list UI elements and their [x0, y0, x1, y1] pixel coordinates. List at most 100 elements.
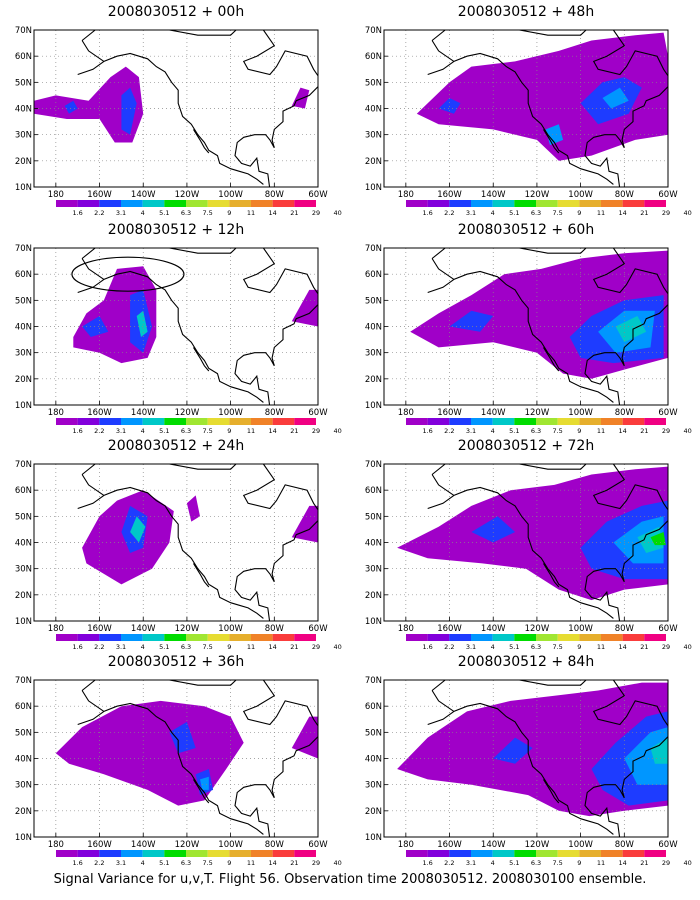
- colorbar-label: 4: [141, 643, 145, 651]
- colorbar-swatch: [164, 634, 186, 641]
- colorbar-label: 1.6: [72, 209, 82, 217]
- colorbar-swatch: [579, 634, 601, 641]
- colorbar-swatch: [557, 418, 580, 425]
- colorbar-label: 1.6: [72, 859, 82, 867]
- colorbar-swatch: [99, 634, 121, 641]
- colorbar-label: 4: [491, 427, 495, 435]
- coastline: [193, 563, 210, 588]
- colorbar-label: 6.3: [531, 859, 541, 867]
- colorbar-label: 9: [577, 209, 581, 217]
- lat-tick-label: 10N: [15, 401, 32, 411]
- lat-tick-label: 30N: [365, 565, 382, 575]
- colorbar-label: 7.5: [202, 427, 212, 435]
- coastline: [431, 680, 668, 837]
- colorbar-label: 11: [247, 643, 255, 651]
- lat-tick-label: 30N: [15, 565, 32, 575]
- coastline: [543, 347, 560, 372]
- variance-contour: [650, 737, 668, 764]
- lat-tick-label: 50N: [365, 512, 382, 522]
- lat-tick-label: 60N: [365, 486, 382, 496]
- colorbar-label: 3.1: [116, 427, 126, 435]
- colorbar-label: 1.6: [72, 643, 82, 651]
- colorbar-swatch: [449, 850, 471, 857]
- lon-tick-label: 180: [398, 840, 414, 850]
- lat-tick-label: 70N: [365, 244, 382, 254]
- colorbar-swatch: [164, 850, 186, 857]
- colorbar-label: 6.3: [181, 427, 191, 435]
- lat-tick-label: 40N: [365, 323, 382, 333]
- colorbar-label: 11: [597, 859, 605, 867]
- colorbar-label: 9: [227, 643, 231, 651]
- coastline: [431, 474, 614, 619]
- lon-tick-label: 100W: [218, 408, 243, 418]
- variance-contour: [186, 495, 200, 522]
- variance-map: 70N 60N 50N 40N 30N 20N 10N 180 160W 140W 120W 100W…: [365, 460, 692, 651]
- colorbar-swatch: [557, 634, 580, 641]
- colorbar-label: 40: [684, 859, 692, 867]
- lon-tick-label: 160W: [87, 408, 112, 418]
- colorbar-swatch: [251, 418, 273, 425]
- colorbar-label: 5.1: [509, 643, 519, 651]
- figure-caption: Signal Variance for u,v,T. Flight 56. Ob…: [53, 872, 647, 887]
- colorbar-label: 5.1: [509, 859, 519, 867]
- colorbar-label: 3.1: [116, 209, 126, 217]
- coastline: [81, 474, 264, 619]
- colorbar-label: 40: [334, 643, 342, 651]
- colorbar-label: 3.1: [116, 859, 126, 867]
- colorbar-swatch: [471, 200, 493, 207]
- lon-tick-label: 180: [398, 408, 414, 418]
- lon-tick-label: 180: [398, 624, 414, 634]
- map-panel: 70N 60N 50N 40N 30N 20N 10N 180 160W 140W 120W 100W…: [0, 650, 342, 867]
- colorbar-label: 4: [491, 859, 495, 867]
- variance-contour: [291, 716, 318, 759]
- lon-tick-label: 60W: [658, 840, 678, 850]
- lat-tick-label: 40N: [15, 105, 32, 115]
- colorbar-swatch: [207, 418, 230, 425]
- lon-tick-label: 140W: [131, 624, 156, 634]
- panel-title: 2008030512 + 00h: [107, 4, 245, 20]
- lat-tick-label: 50N: [15, 296, 32, 306]
- colorbar-swatch: [272, 418, 295, 425]
- colorbar-label: 21: [290, 427, 298, 435]
- lon-tick-label: 160W: [437, 190, 462, 200]
- lon-tick-label: 120W: [525, 840, 550, 850]
- variance-contour: [637, 526, 664, 553]
- colorbar-swatch: [644, 418, 666, 425]
- colorbar-label: 3.1: [466, 427, 476, 435]
- variance-map: 70N 60N 50N 40N 30N 20N 10N 180 160W 140W 120W 100W…: [365, 244, 692, 435]
- lat-tick-label: 70N: [15, 244, 32, 254]
- lon-tick-label: 60W: [308, 840, 328, 850]
- colorbar-swatch: [272, 634, 295, 641]
- colorbar-swatch: [207, 200, 230, 207]
- lon-tick-label: 180: [48, 840, 64, 850]
- lon-tick-label: 140W: [481, 840, 506, 850]
- colorbar-label: 21: [640, 209, 648, 217]
- colorbar-swatch: [427, 418, 450, 425]
- colorbar-label: 6.3: [181, 859, 191, 867]
- variance-map: 70N 60N 50N 40N 30N 20N 10N 180 160W 140W 120W 100W…: [365, 676, 692, 867]
- colorbar-label: 2.2: [444, 643, 454, 651]
- lat-tick-label: 40N: [15, 323, 32, 333]
- coastline: [543, 129, 560, 154]
- lon-tick-label: 80W: [265, 190, 285, 200]
- coastline: [193, 129, 210, 154]
- colorbar-swatch: [492, 634, 515, 641]
- lon-tick-label: 60W: [308, 624, 328, 634]
- colorbar-label: 11: [247, 209, 255, 217]
- coastline: [543, 779, 560, 804]
- lat-tick-label: 70N: [365, 26, 382, 36]
- colorbar-swatch: [294, 418, 316, 425]
- colorbar-label: 4: [141, 427, 145, 435]
- colorbar-label: 40: [684, 427, 692, 435]
- panel-title: 2008030512 + 24h: [107, 438, 245, 454]
- panel-title: 2008030512 + 12h: [107, 222, 245, 238]
- lat-tick-label: 30N: [365, 781, 382, 791]
- lon-tick-label: 120W: [175, 840, 200, 850]
- variance-contour: [624, 727, 668, 785]
- colorbar-label: 7.5: [552, 209, 562, 217]
- coastline: [427, 60, 455, 76]
- colorbar-swatch: [471, 634, 493, 641]
- colorbar-swatch: [142, 418, 165, 425]
- lat-tick-label: 40N: [365, 539, 382, 549]
- colorbar-swatch: [142, 200, 165, 207]
